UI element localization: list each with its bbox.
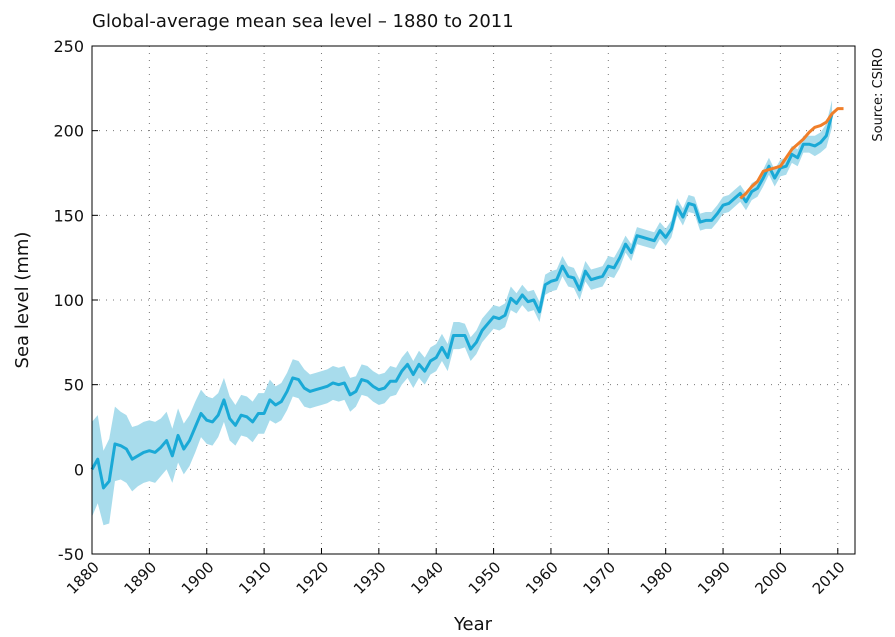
y-tick-label: -50 [58,545,84,564]
source-note: Source: CSIRO [871,48,886,142]
y-tick-label: 100 [53,291,84,310]
x-axis-label: Year [453,614,493,635]
x-tick-label: 1940 [407,558,447,598]
plot-area: -50 0 50 100 150 200 250 1880 1890 1900 1910 1920 19… [53,37,855,598]
x-tick-label: 1980 [637,558,677,598]
x-tick-label: 1910 [235,558,275,598]
x-tick-label: 1900 [178,558,218,598]
x-tick-label: 1880 [63,558,103,598]
chart-title: Global-average mean sea level – 1880 to … [92,11,514,32]
x-tick-label: 1920 [293,558,333,598]
x-tick-label: 1970 [579,558,619,598]
x-tick-label: 1960 [522,558,562,598]
x-tick-label: 1930 [350,558,390,598]
y-tick-label: 50 [64,376,84,395]
plot-frame [91,45,856,555]
uncertainty-band [92,100,833,526]
y-tick-label: 0 [74,460,84,479]
series-line [739,107,844,200]
x-tick-label: 2000 [752,558,792,598]
y-tick-label: 200 [53,122,84,141]
series-line [90,113,834,490]
y-axis-label: Sea level (mm) [12,232,33,369]
x-tick-label: 1950 [465,558,505,598]
x-tick-label: 1890 [120,558,160,598]
x-tick-label: 2010 [809,558,849,598]
y-tick-label: 250 [53,37,84,56]
x-tick-label: 1990 [694,558,734,598]
y-tick-label: 150 [53,206,84,225]
